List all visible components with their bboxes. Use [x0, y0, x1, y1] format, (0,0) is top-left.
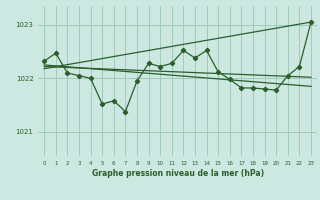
X-axis label: Graphe pression niveau de la mer (hPa): Graphe pression niveau de la mer (hPa)	[92, 169, 264, 178]
